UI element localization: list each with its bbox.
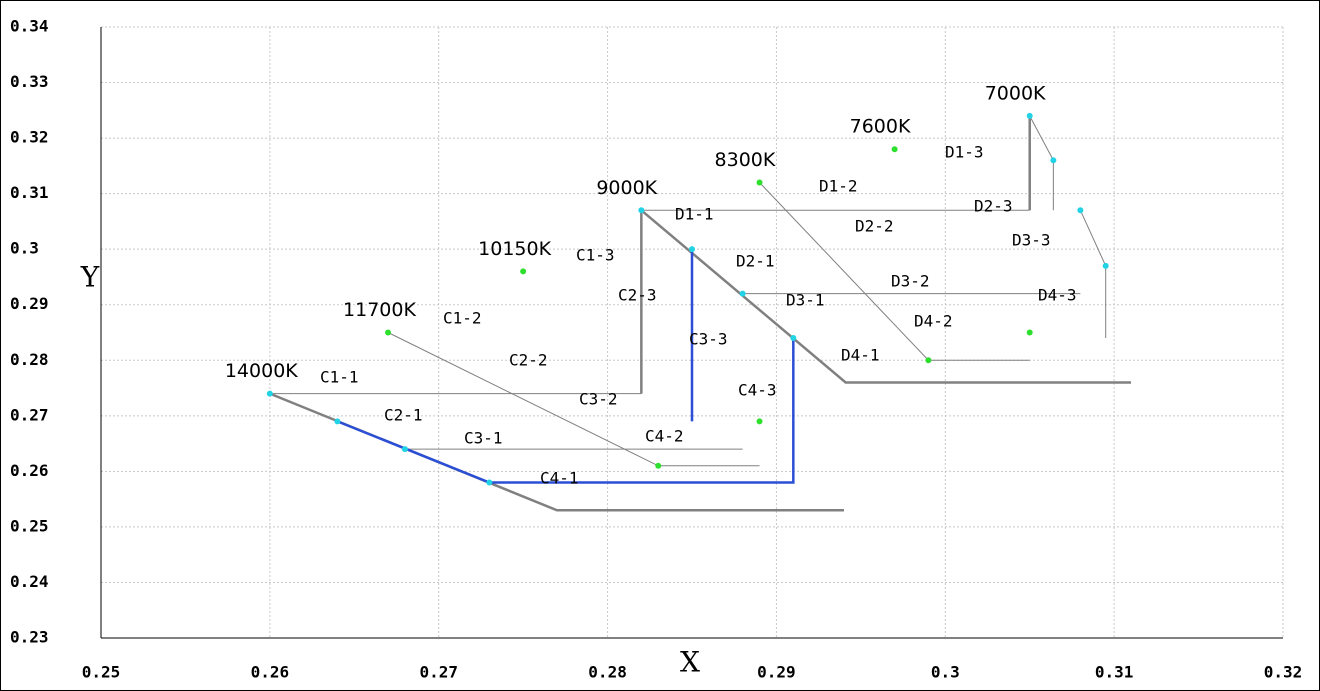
point xyxy=(891,146,898,153)
x-tick-label: 0.28 xyxy=(588,663,627,682)
line xyxy=(336,338,795,484)
y-tick-label: 0.32 xyxy=(10,128,49,147)
point-label: 14000K xyxy=(225,360,298,382)
point-label: 7000K xyxy=(985,82,1046,104)
y-tick-label: 0.3 xyxy=(10,239,39,258)
y-tick-label: 0.28 xyxy=(10,350,49,369)
point xyxy=(756,418,763,425)
point xyxy=(334,418,341,425)
annotation: D4-2 xyxy=(914,312,953,331)
x-tick-label: 0.31 xyxy=(1095,663,1134,682)
annotation: C4-3 xyxy=(738,381,777,400)
annotation: D3-1 xyxy=(786,291,825,310)
point xyxy=(1026,329,1033,336)
point xyxy=(1050,157,1057,164)
y-tick-label: 0.31 xyxy=(10,183,49,202)
point xyxy=(756,179,763,186)
line xyxy=(640,209,1132,384)
annotation: D2-1 xyxy=(736,252,775,271)
x-tick-label: 0.29 xyxy=(757,663,796,682)
annotation: C1-3 xyxy=(576,246,615,265)
annotation: C3-3 xyxy=(689,330,728,349)
y-tick-label: 0.34 xyxy=(10,17,49,36)
point xyxy=(1077,207,1084,214)
point xyxy=(790,335,797,342)
y-tick-label: 0.25 xyxy=(10,516,49,535)
annotation: C4-1 xyxy=(540,469,579,488)
y-tick-label: 0.26 xyxy=(10,461,49,480)
annotation: D4-1 xyxy=(841,346,880,365)
y-axis-title: Y xyxy=(80,261,100,294)
y-tick-label: 0.27 xyxy=(10,405,49,424)
point xyxy=(739,290,746,297)
annotation: D2-2 xyxy=(855,217,894,236)
y-tick-label: 0.23 xyxy=(10,628,49,647)
point-label: 7600K xyxy=(850,116,911,138)
annotation: C1-1 xyxy=(320,368,359,387)
point xyxy=(925,357,932,364)
annotation: C3-2 xyxy=(579,390,618,409)
point-label: 10150K xyxy=(478,238,551,260)
y-tick-label: 0.24 xyxy=(10,572,49,591)
point xyxy=(655,462,662,469)
point xyxy=(520,268,527,275)
annotation: D1-3 xyxy=(945,143,984,162)
x-tick-label: 0.27 xyxy=(419,663,458,682)
annotation: C3-1 xyxy=(464,429,503,448)
point-label: 11700K xyxy=(343,299,416,321)
annotation: D3-2 xyxy=(891,272,930,291)
point xyxy=(1026,112,1033,119)
y-tick-label: 0.33 xyxy=(10,72,49,91)
point xyxy=(385,329,392,336)
annotation: D3-3 xyxy=(1012,231,1051,250)
annotation: D1-1 xyxy=(675,205,714,224)
x-tick-label: 0.3 xyxy=(931,663,960,682)
annotation: C4-2 xyxy=(645,427,684,446)
annotation: D1-2 xyxy=(819,177,858,196)
x-tick-label: 0.25 xyxy=(82,663,121,682)
y-tick-label: 0.29 xyxy=(10,294,49,313)
point-label: 9000K xyxy=(596,177,657,199)
point xyxy=(638,207,645,214)
point xyxy=(689,246,695,253)
annotation: C2-3 xyxy=(618,286,657,305)
annotation: D2-3 xyxy=(974,197,1013,216)
point xyxy=(1102,262,1109,269)
x-tick-label: 0.26 xyxy=(251,663,290,682)
x-tick-label: 0.32 xyxy=(1264,663,1303,682)
point xyxy=(486,479,493,486)
annotation: C2-1 xyxy=(384,406,423,425)
annotation: C2-2 xyxy=(509,351,548,370)
x-axis-title: X xyxy=(680,646,700,679)
annotation: C1-2 xyxy=(443,309,482,328)
point xyxy=(401,446,408,453)
point-label: 8300K xyxy=(715,149,776,171)
annotation: D4-3 xyxy=(1038,286,1077,305)
point xyxy=(266,390,273,397)
